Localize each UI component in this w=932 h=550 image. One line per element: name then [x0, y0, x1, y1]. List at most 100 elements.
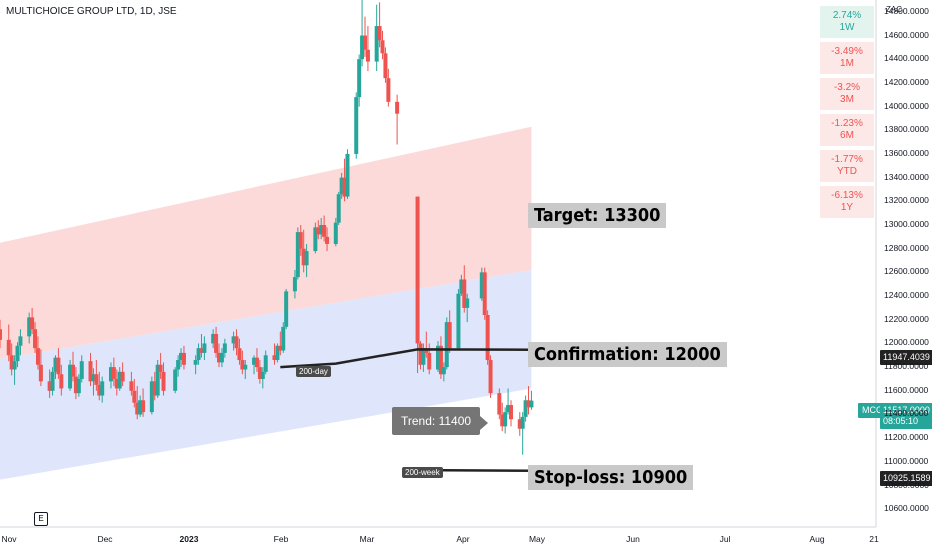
candle [158, 352, 163, 379]
candle [193, 355, 198, 375]
candle [336, 191, 341, 226]
candle-body [234, 336, 239, 349]
candle [135, 386, 140, 420]
candle [141, 388, 146, 417]
candle-body [386, 78, 391, 102]
candle [12, 355, 17, 385]
perf-period: 6M [840, 130, 854, 141]
x-tick-label: Feb [273, 534, 289, 544]
candle [386, 68, 391, 107]
candle [479, 267, 484, 301]
currency-label: ZAC [886, 5, 902, 14]
candle [281, 322, 286, 353]
candle [56, 348, 61, 379]
candle [59, 364, 64, 396]
candle [97, 371, 102, 401]
candle-body [333, 222, 338, 244]
candle [240, 350, 245, 375]
candle-body [211, 333, 216, 344]
candle-body [295, 232, 300, 278]
candle [465, 293, 470, 323]
y-tick-label: 13000.0000 [884, 219, 929, 229]
candle [100, 376, 105, 403]
candle-body [129, 381, 134, 391]
candle-body [12, 361, 17, 370]
candle [30, 307, 35, 334]
candle [380, 30, 385, 60]
candle-body [114, 378, 119, 389]
candle-body [56, 357, 61, 375]
candle-body [76, 378, 81, 394]
candle-body [415, 196, 420, 344]
y-tick-label: 12400.0000 [884, 290, 929, 301]
candle-body [275, 345, 280, 361]
candle-body [176, 360, 181, 370]
candle-body [231, 336, 236, 344]
candle-body [132, 390, 137, 403]
candle-body [214, 333, 219, 353]
candle [254, 348, 259, 372]
candle-body [71, 364, 75, 377]
candle-body [240, 360, 245, 370]
candle-body [485, 315, 490, 361]
candle-body [260, 371, 265, 379]
candle [517, 412, 522, 436]
candle [497, 388, 502, 420]
candle-body [319, 225, 324, 235]
candle [263, 350, 268, 375]
candle-body [278, 345, 283, 351]
candle [202, 336, 207, 361]
candle-body [427, 352, 432, 370]
candle-body [59, 374, 64, 389]
candle-body [27, 317, 32, 337]
candle-body [523, 400, 528, 417]
candle-body [509, 405, 513, 420]
perf-box-1m: -3.49% 1M [820, 42, 874, 74]
x-tick-label: 2023 [179, 534, 199, 544]
candle-body [88, 361, 93, 382]
perf-box-1y: -6.13% 1Y [820, 186, 874, 218]
y-tick-label: 11800.0000 [884, 361, 929, 372]
candle-body [217, 352, 221, 363]
candle-body [383, 53, 388, 79]
last-price-tag: 11517.0000 08:05:10 [880, 403, 932, 429]
candle-body [395, 101, 400, 114]
candle-body [161, 371, 166, 391]
candle [33, 322, 38, 353]
ma200week-price-tag: 10925.1589 [880, 471, 932, 486]
candle [319, 217, 324, 240]
candle [243, 360, 248, 379]
candle [196, 343, 201, 365]
candle-body [281, 326, 286, 351]
candle [322, 215, 327, 242]
candle [27, 312, 32, 344]
candle-body [354, 97, 359, 154]
candle [275, 343, 280, 363]
candle-body [152, 381, 157, 396]
y-tick-label: 14200.0000 [884, 76, 929, 87]
earnings-event-badge[interactable]: E [34, 512, 48, 526]
candle [444, 317, 449, 370]
candle [179, 348, 184, 368]
x-tick-label: May [528, 534, 546, 544]
candle [313, 222, 318, 254]
candle-body [254, 357, 259, 368]
y-tick-label: 12200.0000 [884, 313, 929, 324]
candle [138, 395, 143, 417]
candle-body [0, 329, 2, 340]
candle-body [47, 381, 52, 391]
candle-body [482, 272, 487, 316]
candle [199, 333, 204, 358]
candle [211, 329, 216, 349]
candle-body [462, 279, 467, 308]
perf-period: 1W [839, 22, 855, 33]
candle-body [441, 367, 446, 375]
stoploss-label: Stop-loss: 10900 [528, 465, 694, 490]
candle [354, 92, 359, 159]
candle [374, 4, 379, 72]
candle-body [91, 374, 96, 382]
last-price: 11517.0000 [883, 405, 930, 415]
candle [503, 407, 508, 434]
candle-body [68, 364, 73, 389]
